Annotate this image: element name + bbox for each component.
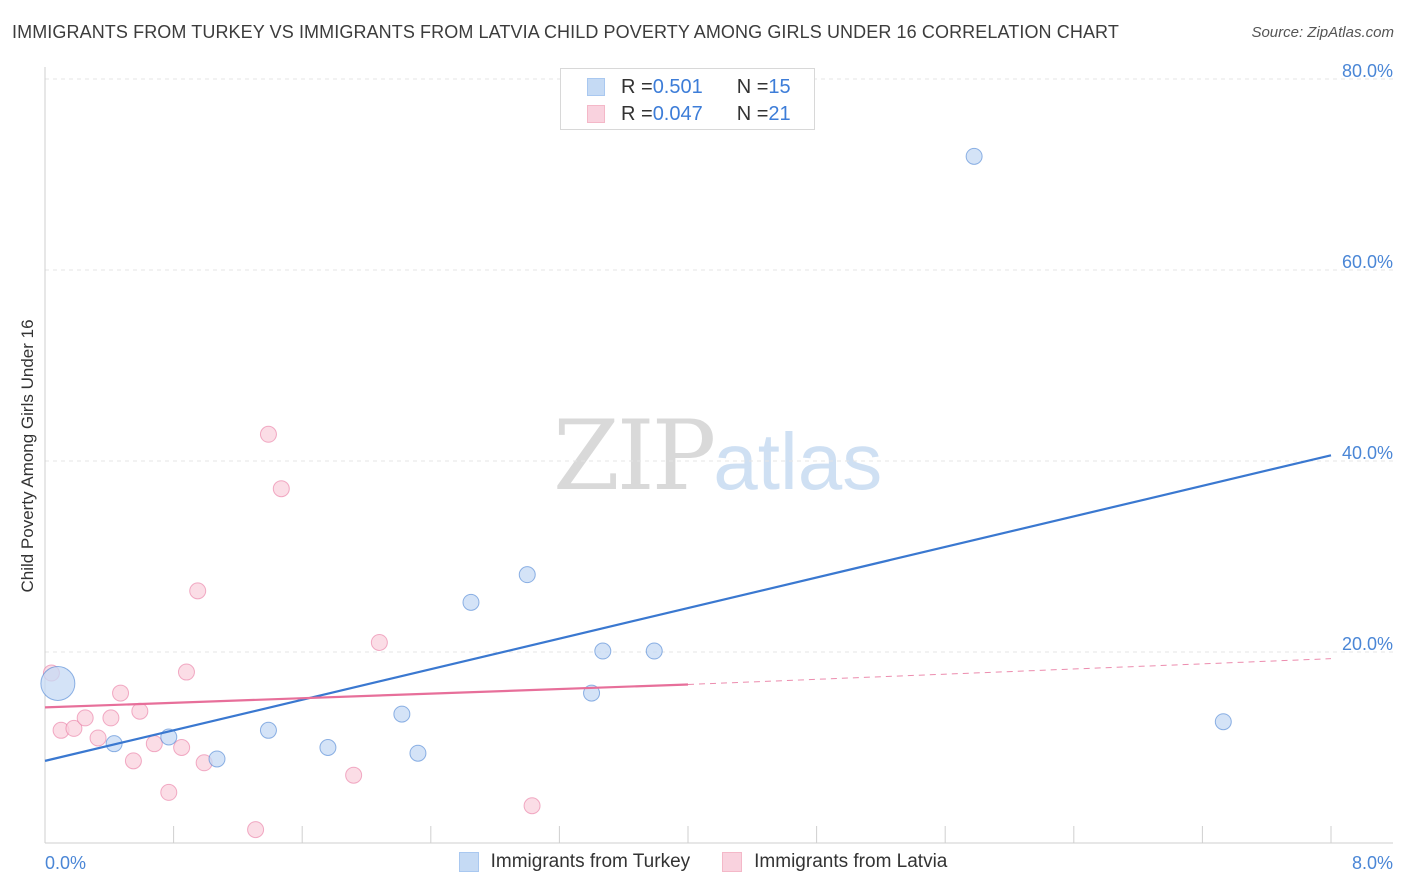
y-tick-label: 80.0%: [1342, 61, 1393, 81]
point-latvia: [145, 735, 163, 753]
point-turkey: [409, 744, 427, 762]
point-latvia: [65, 719, 83, 737]
point-latvia: [124, 752, 142, 770]
trendline-latvia: [44, 683, 689, 709]
point-turkey: [1214, 713, 1232, 731]
point-latvia: [89, 729, 107, 747]
point-turkey: [594, 642, 612, 660]
point-turkey: [462, 593, 480, 611]
legend-label-latvia: Immigrants from Latvia: [754, 851, 948, 872]
point-turkey: [319, 739, 337, 756]
point-latvia: [160, 783, 178, 801]
point-latvia: [523, 797, 541, 815]
point-turkey: [518, 566, 536, 584]
point-latvia: [259, 425, 277, 443]
legend-row-latvia: R = 0.047 N = 21: [587, 102, 791, 126]
source-credit: Source: ZipAtlas.com: [1251, 24, 1394, 41]
point-latvia: [102, 709, 120, 727]
chart-title: IMMIGRANTS FROM TURKEY VS IMMIGRANTS FRO…: [12, 22, 1119, 42]
series-legend: Immigrants from Turkey Immigrants from L…: [0, 851, 1406, 873]
y-tick-label: 40.0%: [1342, 443, 1393, 463]
x-tick-label: 0.0%: [45, 853, 86, 873]
point-latvia: [189, 582, 207, 600]
legend-r-value: 0.047: [652, 102, 703, 125]
legend-n-label: N =: [736, 75, 769, 98]
y-tick-label: 20.0%: [1342, 634, 1393, 654]
point-latvia: [177, 663, 195, 681]
point-latvia: [272, 480, 290, 498]
legend-n-value: 21: [768, 102, 791, 125]
legend-item-turkey: Immigrants from Turkey: [458, 851, 691, 873]
point-turkey: [40, 666, 76, 702]
point-latvia: [173, 739, 191, 756]
legend-r-value: 0.501: [652, 75, 703, 98]
legend-n-value: 15: [768, 75, 791, 98]
correlation-legend: R = 0.501 N = 15 R = 0.047 N = 21: [560, 68, 815, 130]
point-latvia: [370, 633, 388, 651]
legend-item-latvia: Immigrants from Latvia: [722, 851, 947, 873]
point-turkey: [208, 750, 226, 768]
legend-swatch-turkey: [587, 78, 605, 96]
point-latvia: [345, 766, 363, 784]
legend-row-turkey: R = 0.501 N = 15: [587, 75, 791, 99]
y-axis-label: Child Poverty Among Girls Under 16: [18, 319, 37, 593]
legend-swatch-latvia: [587, 105, 605, 123]
point-latvia: [112, 684, 130, 702]
x-tick-label: 8.0%: [1352, 853, 1393, 873]
watermark-zip: ZIP: [553, 400, 716, 512]
point-latvia: [131, 702, 149, 720]
point-turkey: [965, 147, 983, 165]
legend-swatch-latvia: [722, 852, 743, 872]
legend-label-turkey: Immigrants from Turkey: [490, 851, 691, 872]
point-turkey: [259, 721, 277, 739]
legend-r-label: R =: [621, 75, 653, 98]
y-tick-label: 60.0%: [1342, 252, 1393, 272]
trendline-latvia-extension: [687, 658, 1332, 685]
point-turkey: [645, 642, 663, 660]
point-latvia: [76, 709, 94, 727]
legend-swatch-turkey: [458, 852, 479, 872]
legend-n-label: N =: [736, 102, 769, 125]
point-latvia: [247, 821, 265, 839]
legend-r-label: R =: [621, 102, 653, 125]
trendline-turkey: [44, 454, 1332, 762]
point-turkey: [393, 705, 411, 723]
